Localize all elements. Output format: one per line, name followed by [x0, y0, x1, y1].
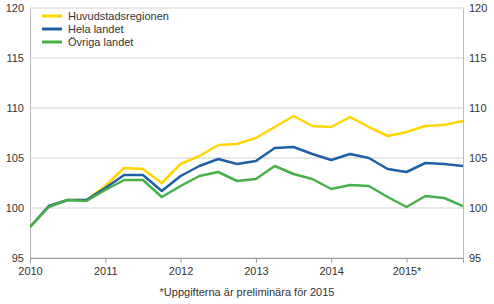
tick-mark	[181, 258, 182, 263]
lines	[30, 116, 463, 227]
legend-label: Huvudstadsregionen	[68, 10, 169, 22]
tick-label: 100	[6, 202, 24, 214]
tick: 2011	[94, 258, 118, 277]
axis-line	[30, 9, 31, 259]
tick-label: 120	[469, 2, 487, 14]
tick: 2015*	[393, 258, 422, 277]
tick-label: 2011	[94, 265, 118, 277]
grid-line	[30, 58, 463, 59]
tick: 120	[463, 2, 487, 14]
tick-label: 115	[6, 52, 24, 64]
legend-swatch	[42, 15, 62, 18]
y2-axis: 95 100 105 110 115 120	[463, 2, 487, 264]
tick: 100	[6, 202, 30, 214]
tick-mark	[30, 258, 31, 263]
chart: 9510010511011512095100105110115120201020…	[0, 0, 494, 304]
legend-item: Hela landet	[42, 23, 124, 35]
tick: 115	[463, 52, 487, 64]
tick-label: 2013	[244, 265, 268, 277]
tick-label: 120	[6, 2, 24, 14]
tick: 2014	[319, 258, 343, 277]
tick-label: 95	[469, 252, 481, 264]
tick: 100	[463, 202, 487, 214]
tick-mark	[407, 258, 408, 263]
tick-label: 2014	[319, 265, 343, 277]
tick-label: 95	[12, 252, 24, 264]
tick: 95	[463, 252, 481, 264]
tick-label: 2015*	[393, 265, 422, 277]
tick: 110	[463, 102, 487, 114]
grid-line	[30, 108, 463, 109]
tick-label: 115	[469, 52, 487, 64]
note: *Uppgifterna är preliminära för 2015	[160, 286, 335, 298]
legend-label: Övriga landet	[68, 36, 133, 48]
tick: 120	[6, 2, 30, 14]
tick: 2010	[18, 258, 42, 277]
tick: 2013	[244, 258, 268, 277]
legend-item: Övriga landet	[42, 36, 133, 48]
axis-line	[463, 9, 464, 259]
legend-swatch	[42, 28, 62, 31]
grid-line	[30, 158, 463, 159]
tick: 105	[6, 152, 30, 164]
grid-line	[30, 208, 463, 209]
tick-label: 105	[469, 152, 487, 164]
tick-label: 2010	[18, 265, 42, 277]
y-axis: 95 100 105 110 115 120	[6, 2, 31, 264]
tick: 115	[6, 52, 30, 64]
series-line	[30, 166, 463, 227]
legend: HuvudstadsregionenHela landetÖvriga land…	[42, 10, 169, 48]
axis-line	[31, 259, 464, 264]
tick-label: 100	[469, 202, 487, 214]
tick-label: 110	[6, 102, 24, 114]
series-line	[30, 116, 463, 227]
legend-label: Hela landet	[68, 23, 124, 35]
tick-mark	[256, 258, 257, 263]
tick: 95	[12, 252, 30, 264]
tick: 2012	[169, 258, 193, 277]
grid	[30, 8, 463, 258]
tick-label: 2012	[169, 265, 193, 277]
tick: 105	[463, 152, 487, 164]
tick-label: 110	[469, 102, 487, 114]
tick: 110	[6, 102, 30, 114]
x-axis: 2010 2011 2012 2013 2014 2015*	[18, 258, 463, 277]
legend-item: Huvudstadsregionen	[42, 10, 169, 22]
legend-swatch	[42, 41, 62, 44]
tick-label: 105	[6, 152, 24, 164]
series-line	[30, 147, 463, 227]
tick-mark	[331, 258, 332, 263]
tick-mark	[105, 258, 106, 263]
grid-line	[30, 8, 463, 9]
